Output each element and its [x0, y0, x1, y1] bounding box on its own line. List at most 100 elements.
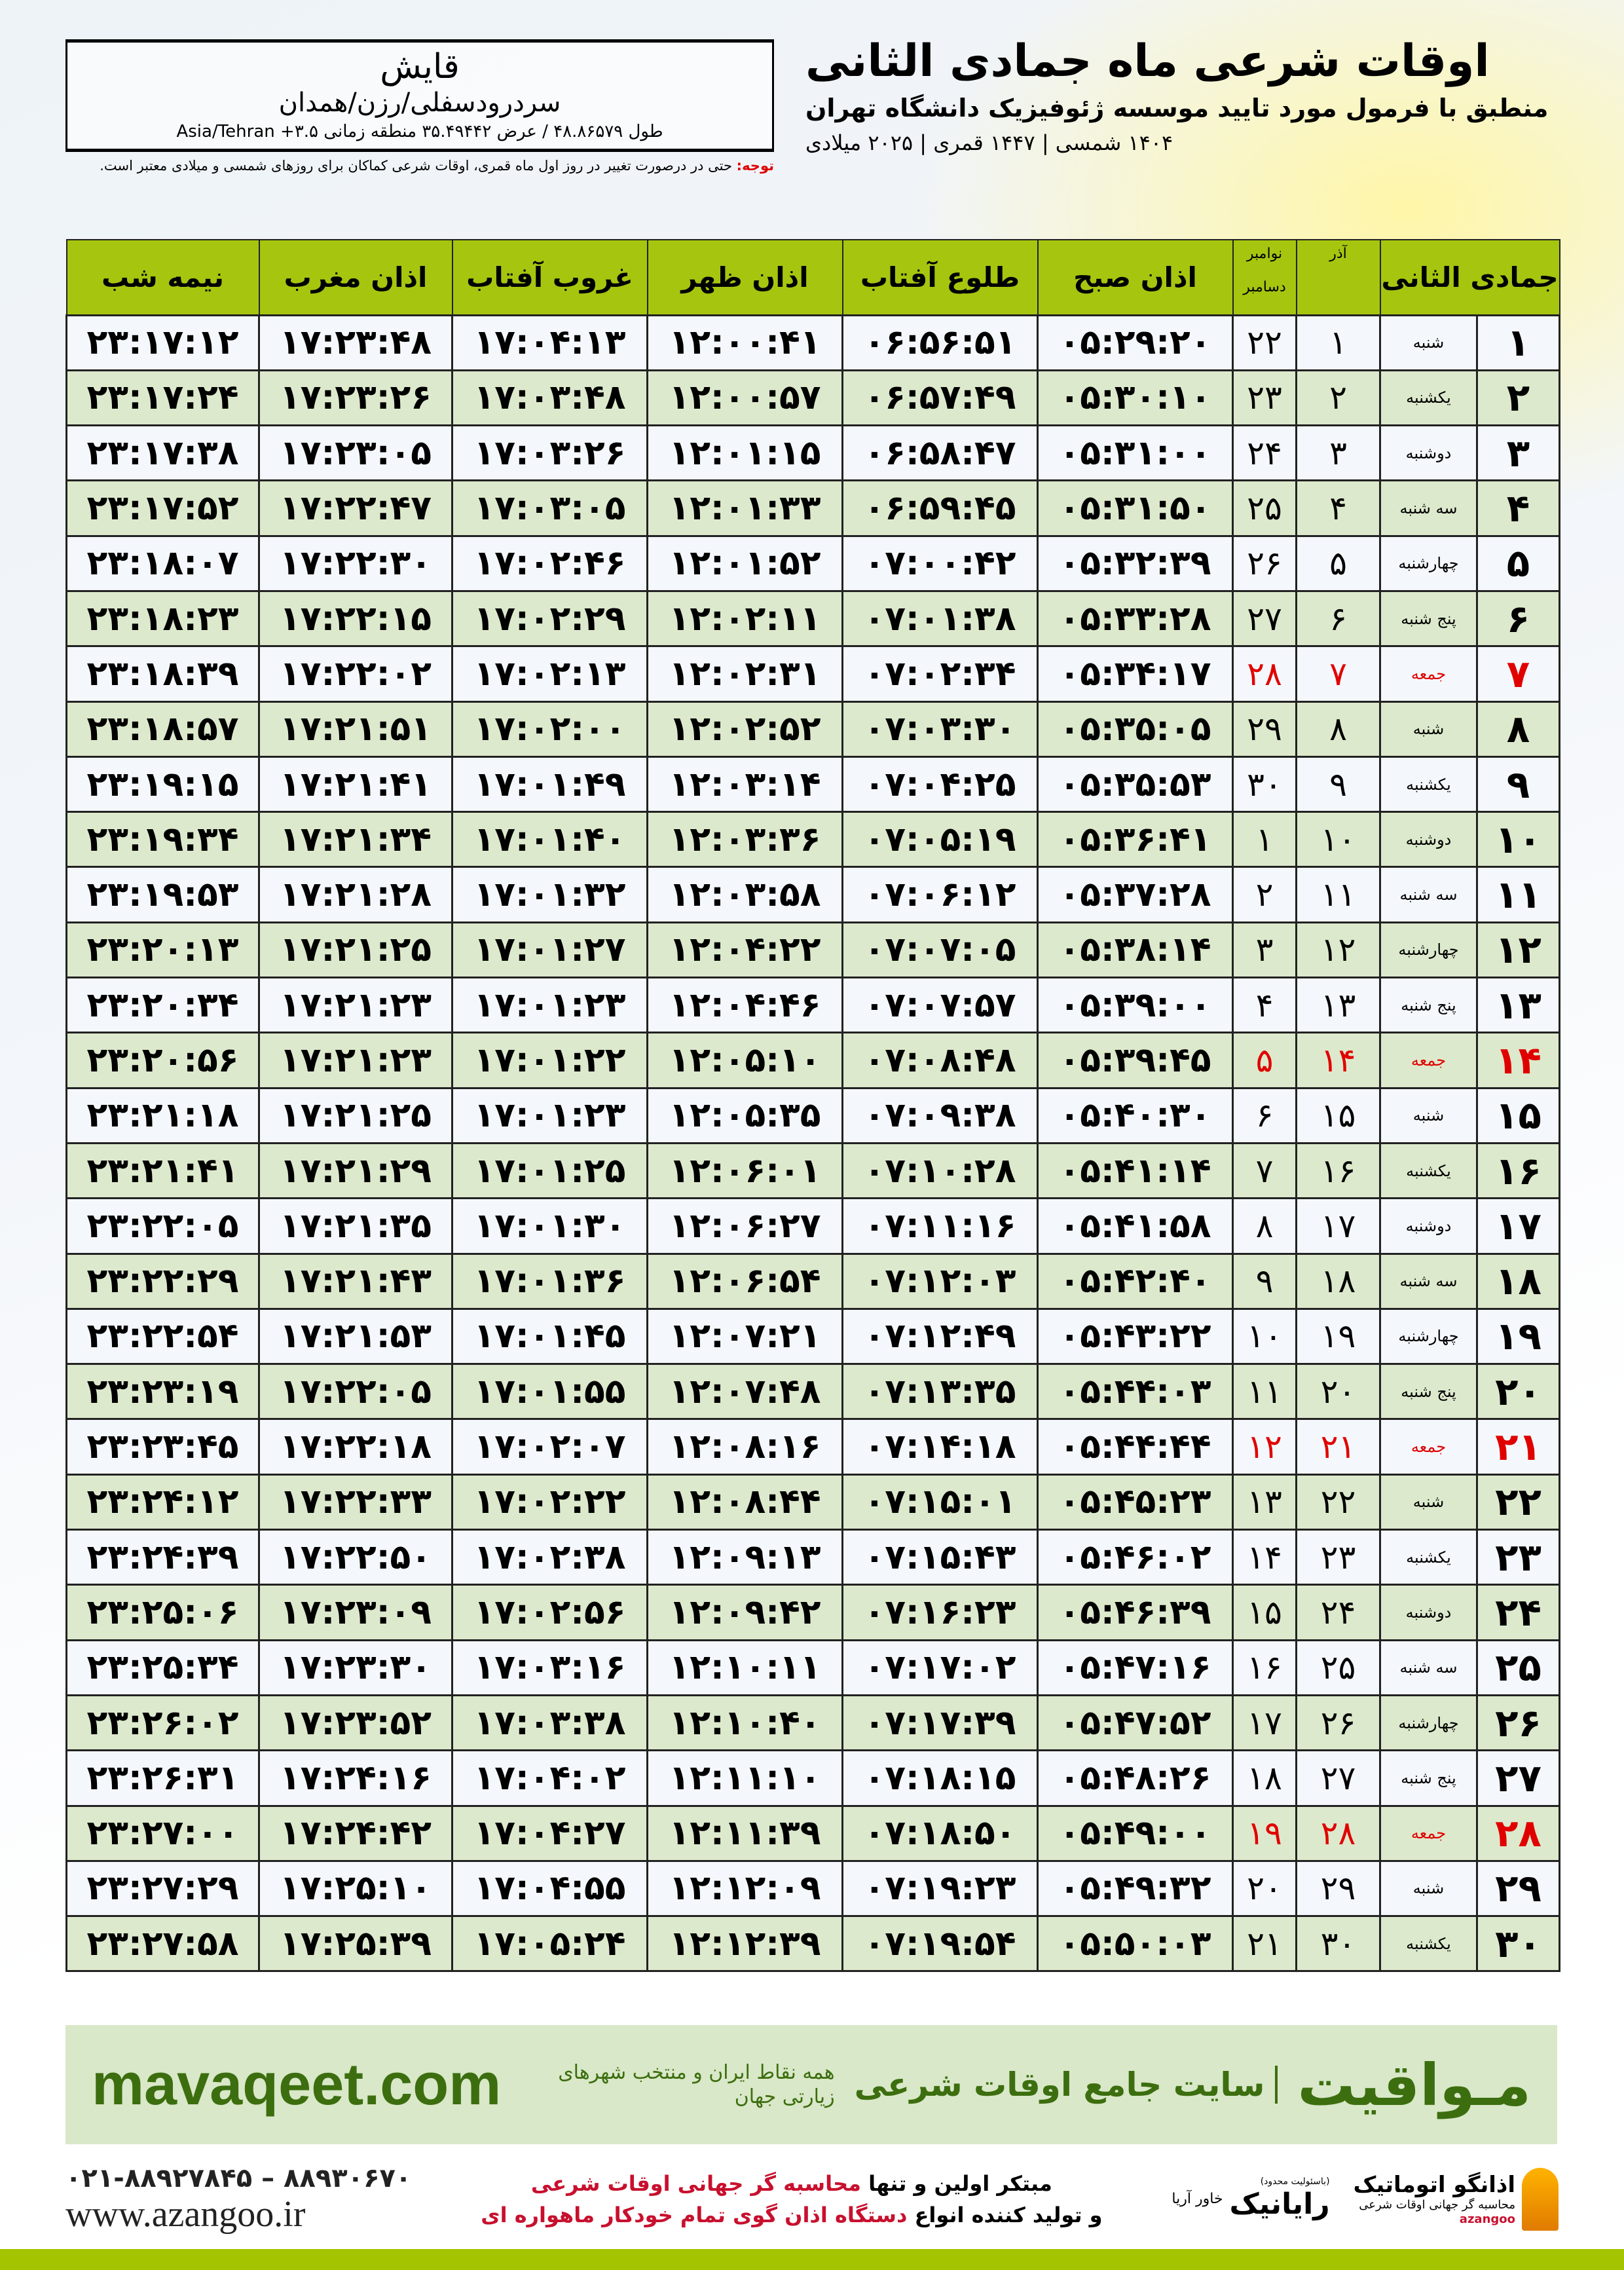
weekday: دوشنبه — [1379, 424, 1478, 482]
table-row: ۱۰ دوشنبه ۱۰ ۱ ۰۵:۳۶:۴۱ ۰۷:۰۵:۱۹ ۱۲:۰۳:۳۶ ۱۷:۰۱… — [65, 811, 1560, 868]
month-day: ۶ — [1476, 589, 1560, 648]
fajr-time: ۰۵:۵۰:۰۳ — [1037, 1915, 1234, 1973]
weekday: یکشنبه — [1379, 1529, 1478, 1586]
maghrib-time: ۱۷:۲۱:۳۴ — [258, 811, 453, 868]
mavaqeet-link[interactable]: mavaqeet.com — [92, 2051, 502, 2117]
mavaqeet-logo: مـواقیت — [1297, 2051, 1531, 2119]
maghrib-time: ۱۷:۲۳:۵۲ — [258, 1694, 453, 1752]
dhuhr-time: ۱۲:۰۲:۵۲ — [646, 700, 843, 758]
dhuhr-time: ۱۲:۰۳:۵۸ — [646, 866, 843, 923]
gregorian-day: ۲۰ — [1232, 1859, 1297, 1918]
month-day: ۱۷ — [1476, 1197, 1560, 1255]
midnight-time: ۲۳:۲۳:۱۹ — [65, 1363, 260, 1421]
month-day: ۲۳ — [1476, 1529, 1560, 1586]
dhuhr-time: ۱۲:۰۲:۳۱ — [646, 645, 843, 703]
sunrise-time: ۰۷:۱۸:۵۰ — [841, 1804, 1039, 1862]
azar-day: ۲۴ — [1295, 1584, 1381, 1641]
dhuhr-time: ۱۲:۰۵:۱۰ — [646, 1032, 843, 1089]
azar-day: ۲۶ — [1295, 1694, 1381, 1752]
table-row: ۲۷ پنج شنبه ۲۷ ۱۸ ۰۵:۴۸:۲۶ ۰۷:۱۸:۱۵ ۱۲:۱۱:۱۰ ۱۷… — [65, 1749, 1560, 1807]
month-day: ۲ — [1476, 369, 1560, 427]
maghrib-time: ۱۷:۲۳:۴۸ — [258, 314, 453, 371]
sunrise-time: ۰۷:۱۴:۱۸ — [841, 1418, 1039, 1476]
sunrise-time: ۰۶:۵۹:۴۵ — [841, 479, 1039, 537]
sunset-time: ۱۷:۰۳:۲۶ — [451, 424, 648, 482]
midnight-time: ۲۳:۲۶:۳۱ — [65, 1749, 260, 1807]
table-row: ۳ دوشنبه ۳ ۲۴ ۰۵:۳۱:۰۰ ۰۶:۵۸:۴۷ ۱۲:۰۱:۱۵ ۱۷:۰۳:… — [65, 424, 1560, 482]
weekday: دوشنبه — [1379, 811, 1478, 868]
header-gregorian: نوامبر دسامبر — [1232, 239, 1297, 316]
midnight-time: ۲۳:۱۷:۳۸ — [65, 424, 260, 482]
weekday: دوشنبه — [1379, 1197, 1478, 1255]
header-sunset: غروب آفتاب — [451, 239, 648, 316]
sunset-time: ۱۷:۰۱:۴۰ — [451, 811, 648, 868]
midnight-time: ۲۳:۲۴:۱۲ — [65, 1473, 260, 1531]
header-fajr: اذان صبح — [1037, 239, 1234, 316]
sunrise-time: ۰۷:۱۸:۱۵ — [841, 1749, 1039, 1807]
azangoo-link[interactable]: www.azangoo.ir — [65, 2193, 306, 2235]
weekday: سه شنبه — [1379, 866, 1478, 923]
table-row: ۱۲ چهارشنبه ۱۲ ۳ ۰۵:۳۸:۱۴ ۰۷:۰۷:۰۵ ۱۲:۰۴:۲۲ ۱۷:… — [65, 921, 1560, 979]
midnight-time: ۲۳:۱۸:۳۹ — [65, 645, 260, 703]
table-row: ۲ یکشنبه ۲ ۲۳ ۰۵:۳۰:۱۰ ۰۶:۵۷:۴۹ ۱۲:۰۰:۵۷ ۱۷:۰۳:… — [65, 369, 1560, 427]
midnight-time: ۲۳:۲۴:۳۹ — [65, 1529, 260, 1586]
sunset-time: ۱۷:۰۱:۲۷ — [451, 921, 648, 979]
sunrise-time: ۰۷:۰۸:۴۸ — [841, 1032, 1039, 1089]
sunset-time: ۱۷:۰۲:۵۶ — [451, 1584, 648, 1641]
fajr-time: ۰۵:۴۹:۳۲ — [1037, 1859, 1234, 1918]
gregorian-day: ۲۲ — [1232, 314, 1297, 371]
table-row: ۲۳ یکشنبه ۲۳ ۱۴ ۰۵:۴۶:۰۲ ۰۷:۱۵:۴۳ ۱۲:۰۹:۱۳ ۱۷:۰… — [65, 1529, 1560, 1586]
table-row: ۵ چهارشنبه ۵ ۲۶ ۰۵:۳۲:۳۹ ۰۷:۰۰:۴۲ ۱۲:۰۱:۵۲ ۱۷:۰… — [65, 534, 1560, 592]
sunrise-time: ۰۷:۱۲:۰۳ — [841, 1252, 1039, 1310]
sunset-time: ۱۷:۰۴:۱۳ — [451, 314, 648, 371]
maghrib-time: ۱۷:۲۲:۵۰ — [258, 1529, 453, 1586]
midnight-time: ۲۳:۱۷:۵۲ — [65, 479, 260, 537]
gregorian-day: ۱۷ — [1232, 1694, 1297, 1752]
weekday: چهارشنبه — [1379, 1694, 1478, 1752]
midnight-time: ۲۳:۲۲:۰۵ — [65, 1197, 260, 1255]
fajr-time: ۰۵:۴۰:۳۰ — [1037, 1087, 1234, 1144]
month-day: ۲۵ — [1476, 1639, 1560, 1696]
fajr-time: ۰۵:۳۹:۴۵ — [1037, 1032, 1234, 1089]
dhuhr-time: ۱۲:۱۰:۴۰ — [646, 1694, 843, 1752]
azar-day: ۱۴ — [1295, 1032, 1381, 1089]
maghrib-time: ۱۷:۲۲:۱۸ — [258, 1418, 453, 1476]
mosque-dome-icon — [1522, 2167, 1559, 2231]
dhuhr-time: ۱۲:۱۲:۰۹ — [646, 1859, 843, 1918]
header-december: دسامبر — [1243, 279, 1286, 295]
table-row: ۲۲ شنبه ۲۲ ۱۳ ۰۵:۴۵:۲۳ ۰۷:۱۵:۰۱ ۱۲:۰۸:۴۴ ۱۷:۰۲:… — [65, 1473, 1560, 1531]
month-day: ۲۶ — [1476, 1694, 1560, 1752]
sunset-time: ۱۷:۰۳:۰۵ — [451, 479, 648, 537]
dhuhr-time: ۱۲:۰۶:۵۴ — [646, 1252, 843, 1310]
month-day: ۲۷ — [1476, 1749, 1560, 1807]
maghrib-time: ۱۷:۲۴:۱۶ — [258, 1749, 453, 1807]
midnight-time: ۲۳:۱۸:۰۷ — [65, 534, 260, 592]
sunset-time: ۱۷:۰۲:۳۸ — [451, 1529, 648, 1586]
month-day: ۲۹ — [1476, 1859, 1560, 1918]
azangoo-sub: محاسبه گر جهانی اوقات شرعی — [1359, 2198, 1515, 2212]
fajr-time: ۰۵:۴۶:۳۹ — [1037, 1584, 1234, 1641]
fajr-time: ۰۵:۴۱:۱۴ — [1037, 1142, 1234, 1200]
table-row: ۱۴ جمعه ۱۴ ۵ ۰۵:۳۹:۴۵ ۰۷:۰۸:۴۸ ۱۲:۰۵:۱۰ ۱۷:۰۱:۲… — [65, 1032, 1560, 1089]
gregorian-day: ۱ — [1232, 811, 1297, 868]
azangoo-logo: اذانگو اتوماتیک محاسبه گر جهانی اوقات شر… — [1354, 2167, 1559, 2231]
gregorian-day: ۱۹ — [1232, 1804, 1297, 1862]
dhuhr-time: ۱۲:۰۸:۱۶ — [646, 1418, 843, 1476]
sunrise-time: ۰۷:۱۷:۰۲ — [841, 1639, 1039, 1696]
month-day: ۳ — [1476, 424, 1560, 482]
gregorian-day: ۴ — [1232, 977, 1297, 1034]
month-day: ۴ — [1476, 479, 1560, 537]
fajr-time: ۰۵:۴۴:۰۳ — [1037, 1363, 1234, 1421]
maghrib-time: ۱۷:۲۱:۲۵ — [258, 921, 453, 979]
sunset-time: ۱۷:۰۳:۱۶ — [451, 1639, 648, 1696]
sunset-time: ۱۷:۰۱:۲۳ — [451, 1087, 648, 1144]
dhuhr-time: ۱۲:۰۱:۳۳ — [646, 479, 843, 537]
fajr-time: ۰۵:۲۹:۲۰ — [1037, 314, 1234, 371]
weekday: جمعه — [1379, 1032, 1478, 1089]
sunset-time: ۱۷:۰۱:۳۲ — [451, 866, 648, 923]
dhuhr-time: ۱۲:۰۰:۴۱ — [646, 314, 843, 371]
midnight-time: ۲۳:۲۰:۵۶ — [65, 1032, 260, 1089]
dhuhr-time: ۱۲:۱۱:۱۰ — [646, 1749, 843, 1807]
midnight-time: ۲۳:۱۹:۳۴ — [65, 811, 260, 868]
dhuhr-time: ۱۲:۰۷:۴۸ — [646, 1363, 843, 1421]
